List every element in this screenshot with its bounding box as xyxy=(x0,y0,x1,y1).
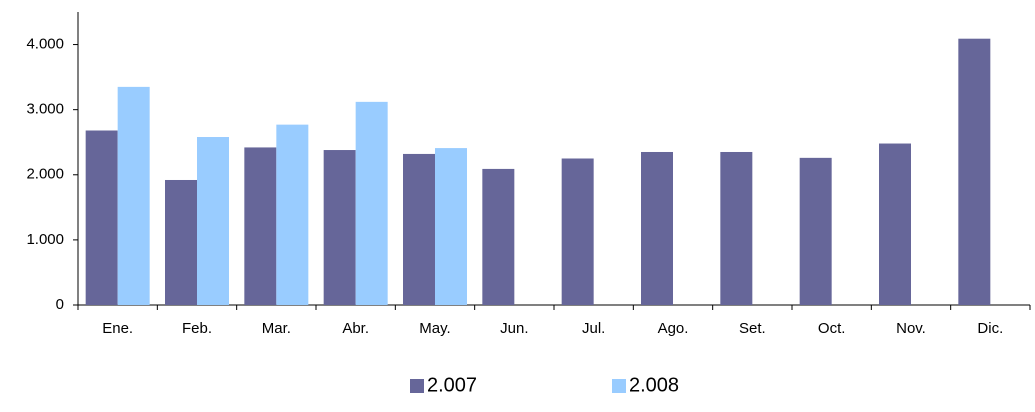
x-tick-label: Jul. xyxy=(582,320,605,337)
x-tick-label: Oct. xyxy=(818,320,846,337)
bar xyxy=(641,151,673,305)
x-tick-label: May. xyxy=(419,320,450,337)
y-tick-label: 4.000 xyxy=(26,36,64,53)
y-tick-label: 1.000 xyxy=(26,231,64,248)
bar xyxy=(85,130,118,305)
x-tick-label: Abr. xyxy=(342,320,369,337)
x-tick-label: Ene. xyxy=(102,320,133,337)
x-tick-label: Feb. xyxy=(182,320,212,337)
legend-swatch xyxy=(410,379,424,393)
bar xyxy=(323,150,356,305)
x-tick-label: Ago. xyxy=(658,320,689,337)
x-tick-label: Nov. xyxy=(896,320,926,337)
bar xyxy=(879,143,911,305)
y-tick-label: 2.000 xyxy=(26,166,64,183)
bar xyxy=(197,137,229,305)
legend-label: 2.007 xyxy=(427,374,477,396)
bar xyxy=(958,38,991,305)
bar xyxy=(355,101,388,305)
bar xyxy=(276,124,309,306)
x-tick-label: Set. xyxy=(739,320,766,337)
bar xyxy=(403,153,435,305)
y-tick-label: 3.000 xyxy=(26,101,64,118)
bar xyxy=(561,158,594,305)
bar xyxy=(244,147,277,305)
bar xyxy=(799,157,832,305)
x-tick-label: Mar. xyxy=(262,320,291,337)
bar xyxy=(165,179,197,305)
x-tick-label: Dic. xyxy=(977,320,1003,337)
x-tick-label: Jun. xyxy=(500,320,528,337)
bar xyxy=(435,148,467,305)
legend-label: 2.008 xyxy=(629,374,679,396)
bar xyxy=(720,151,753,305)
y-tick-label: 0 xyxy=(56,296,64,313)
bar xyxy=(117,86,150,305)
legend-swatch xyxy=(612,379,626,393)
bar xyxy=(482,168,515,305)
